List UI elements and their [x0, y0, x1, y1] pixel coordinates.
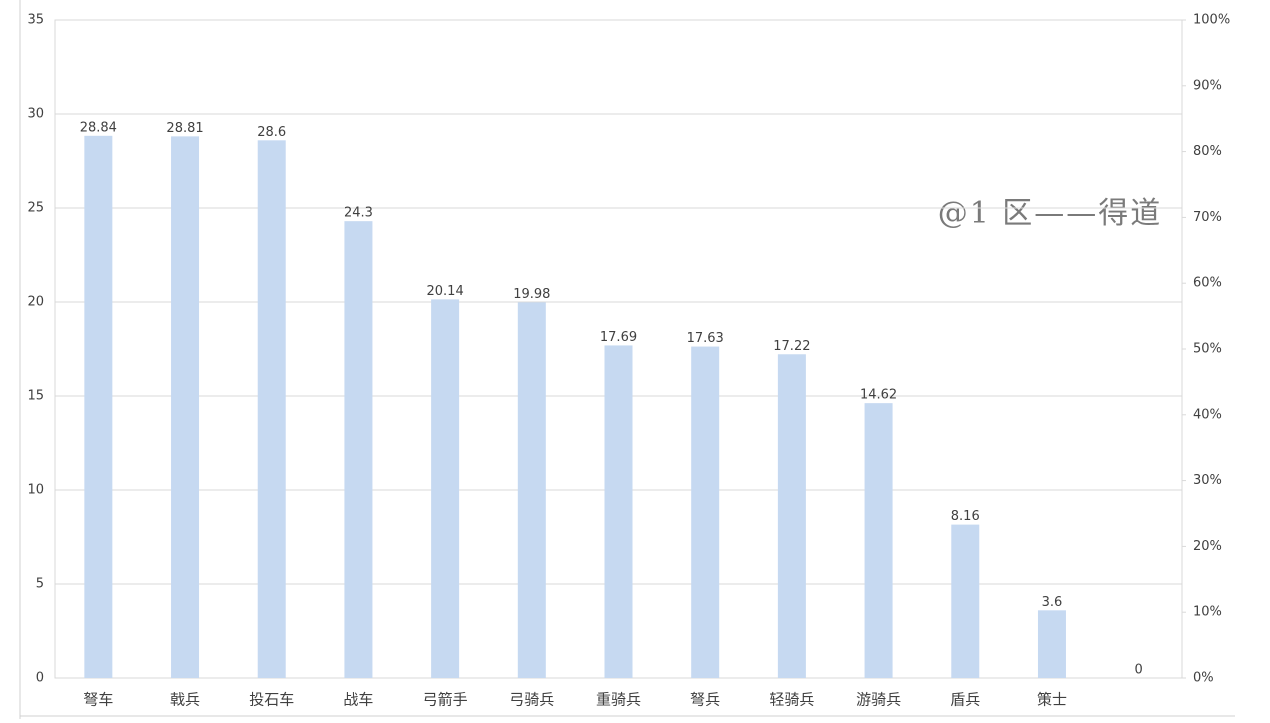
bar — [951, 524, 980, 678]
y-tick-label: 15 — [27, 389, 44, 404]
x-tick-label: 弩兵 — [690, 691, 720, 709]
value-label: 19.98 — [513, 287, 550, 302]
bar — [777, 354, 806, 678]
x-tick-label: 游骑兵 — [856, 691, 901, 709]
x-tick-label: 重骑兵 — [596, 691, 641, 709]
x-tick-label: 策士 — [1037, 691, 1067, 709]
bar — [84, 135, 113, 679]
bar — [517, 302, 546, 678]
value-label: 28.81 — [166, 121, 203, 136]
x-tick-label: 弓箭手 — [423, 691, 468, 709]
x-tick-label: 盾兵 — [950, 691, 980, 709]
bar — [257, 140, 286, 678]
y-tick-label: 0 — [36, 671, 44, 686]
y-tick-label: 20 — [27, 295, 44, 310]
value-label: 17.69 — [600, 330, 637, 345]
value-label: 17.22 — [773, 339, 810, 354]
y2-tick-label: 90% — [1193, 78, 1222, 93]
value-label: 14.62 — [860, 388, 897, 403]
y2-tick-label: 100% — [1193, 13, 1230, 28]
x-tick-label: 战车 — [343, 691, 373, 709]
y2-tick-label: 80% — [1193, 144, 1222, 159]
bar — [431, 299, 460, 678]
y2-tick-label: 70% — [1193, 210, 1222, 225]
y2-tick-label: 10% — [1193, 605, 1222, 620]
bar — [691, 346, 720, 678]
bar — [1037, 610, 1066, 678]
x-tick-label: 投石车 — [249, 691, 294, 709]
y2-tick-label: 50% — [1193, 342, 1222, 357]
value-label: 28.84 — [80, 120, 117, 135]
x-tick-label: 弓骑兵 — [509, 691, 554, 709]
y2-tick-label: 60% — [1193, 276, 1222, 291]
value-label: 24.3 — [344, 206, 373, 221]
value-label: 20.14 — [427, 284, 464, 299]
y-tick-label: 35 — [27, 13, 44, 28]
watermark: @1 区——得道 — [938, 196, 1163, 231]
x-tick-label: 戟兵 — [170, 691, 200, 709]
y2-tick-label: 0% — [1193, 671, 1214, 686]
bar — [604, 345, 633, 678]
value-label: 0 — [1135, 663, 1143, 678]
value-label: 3.6 — [1042, 595, 1063, 610]
y2-tick-label: 40% — [1193, 407, 1222, 422]
y2-tick-label: 30% — [1193, 473, 1222, 488]
value-label: 8.16 — [951, 509, 980, 524]
bar — [171, 136, 200, 678]
x-tick-label: 轻骑兵 — [769, 691, 814, 709]
y-tick-label: 5 — [36, 577, 44, 592]
y-tick-label: 30 — [27, 107, 44, 122]
bar — [344, 221, 373, 678]
y-tick-label: 10 — [27, 483, 44, 498]
y2-tick-label: 20% — [1193, 539, 1222, 554]
value-label: 28.6 — [257, 125, 286, 140]
bar — [864, 403, 893, 678]
y-tick-label: 25 — [27, 201, 44, 216]
value-label: 17.63 — [687, 331, 724, 346]
x-tick-label: 弩车 — [83, 691, 113, 709]
